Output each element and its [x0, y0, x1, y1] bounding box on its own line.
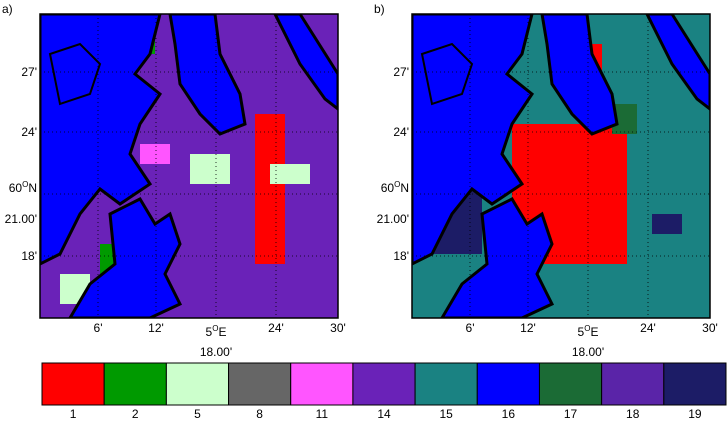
legend-swatch [663, 362, 727, 406]
lat-number: 60 [9, 181, 23, 195]
lat-tick-label: 24' [393, 125, 409, 139]
map-area [40, 14, 338, 318]
lat-degree: O [22, 180, 28, 189]
legend-swatch [352, 362, 416, 406]
legend-label: 2 [132, 407, 139, 421]
lon-main-label: 5OE [578, 324, 599, 339]
map-frame [39, 13, 339, 319]
lat-tick-label: 21.00' [5, 212, 37, 226]
legend-swatch [165, 362, 230, 406]
legend-label: 15 [440, 407, 454, 421]
legend-label: 11 [316, 407, 329, 421]
lat-hemisphere: N [400, 181, 409, 195]
panel-label: b) [374, 2, 385, 16]
legend-label: 8 [256, 407, 263, 421]
lon-number: 5 [206, 325, 213, 339]
lat-tick-label: 21.00' [377, 212, 409, 226]
lat-tick-label: 18' [21, 249, 37, 263]
lon-tick-label: 30' [702, 321, 718, 335]
lat-hemisphere: N [28, 181, 37, 195]
lon-sub-label: 18.00' [200, 345, 232, 359]
lat-number: 60 [381, 181, 395, 195]
land-patch [190, 154, 230, 184]
legend-swatch [103, 362, 167, 406]
map-area [412, 14, 710, 318]
lon-sub-label: 18.00' [572, 345, 604, 359]
legend-label: 19 [688, 407, 702, 421]
lon-tick-label: 12' [520, 321, 536, 335]
lon-hemisphere: E [218, 325, 226, 339]
legend-swatch [414, 362, 478, 406]
map-frame [411, 13, 711, 319]
panel-label: a) [2, 2, 13, 16]
lon-hemisphere: E [590, 325, 598, 339]
land-patch [255, 114, 285, 264]
legend-swatch [290, 362, 354, 406]
lat-tick-label: 27' [393, 65, 409, 79]
legend-swatch [228, 362, 292, 406]
lon-degree: O [584, 324, 590, 333]
legend-swatch [538, 362, 603, 406]
lon-tick-label: 6' [94, 321, 103, 335]
lon-main-label: 5OE [206, 324, 227, 339]
lat-main-label: 60ON [9, 180, 37, 195]
lat-tick-label: 24' [21, 125, 37, 139]
lon-number: 5 [578, 325, 585, 339]
legend-label: 18 [626, 407, 640, 421]
lat-tick-label: 27' [21, 65, 37, 79]
map-panel [39, 13, 339, 319]
legend-label: 5 [194, 407, 201, 421]
legend-label: 16 [502, 407, 516, 421]
lon-tick-label: 6' [466, 321, 475, 335]
lon-degree: O [212, 324, 218, 333]
land-patch [140, 144, 170, 164]
lon-tick-label: 12' [148, 321, 164, 335]
lon-tick-label: 24' [640, 321, 656, 335]
legend-label: 17 [564, 407, 578, 421]
lat-tick-label: 18' [393, 249, 409, 263]
land-patch [652, 214, 682, 234]
legend-swatch [41, 362, 105, 406]
legend-swatch [601, 362, 665, 406]
legend-swatch [476, 362, 540, 406]
lon-tick-label: 24' [268, 321, 284, 335]
lat-degree: O [394, 180, 400, 189]
lat-main-label: 60ON [381, 180, 409, 195]
map-panel [411, 13, 711, 319]
legend-label: 14 [377, 407, 391, 421]
land-patch [270, 164, 310, 184]
lon-tick-label: 30' [330, 321, 346, 335]
legend-label: 1 [70, 407, 77, 421]
